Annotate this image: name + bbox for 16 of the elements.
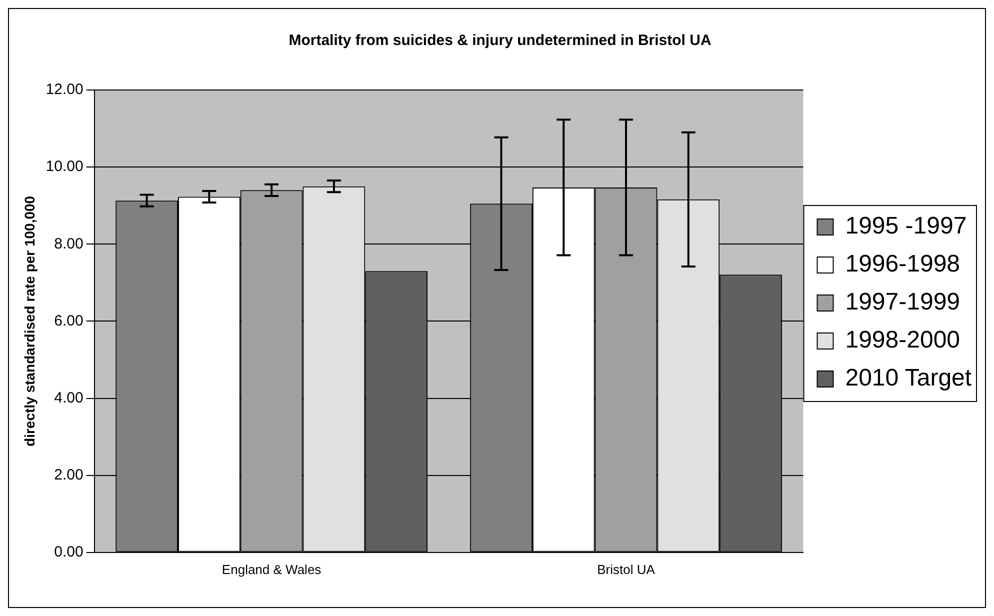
x-tick-label: Bristol UA: [597, 562, 656, 577]
legend-label: 1995 -1997: [845, 212, 967, 240]
y-tick-label: 12.00: [46, 81, 84, 98]
legend-label: 1997-1999: [845, 288, 960, 316]
chart-title: Mortality from suicides & injury undetermined in Bristol UA: [288, 32, 712, 50]
y-tick-label: 0.00: [54, 544, 84, 561]
legend-label: 2010 Target: [845, 364, 972, 392]
x-tick-label: England & Wales: [222, 562, 322, 577]
legend-label: 1996-1998: [845, 250, 960, 278]
legend-label: 1998-2000: [845, 326, 960, 354]
y-axis-title: directly standardised rate per 100,000: [21, 196, 38, 446]
y-tick-label: 4.00: [54, 389, 84, 406]
y-tick-label: 6.00: [54, 312, 84, 330]
y-tick-label: 2.00: [54, 466, 84, 484]
y-tick-label: 10.00: [46, 158, 84, 176]
y-tick-label: 8.00: [54, 235, 84, 252]
